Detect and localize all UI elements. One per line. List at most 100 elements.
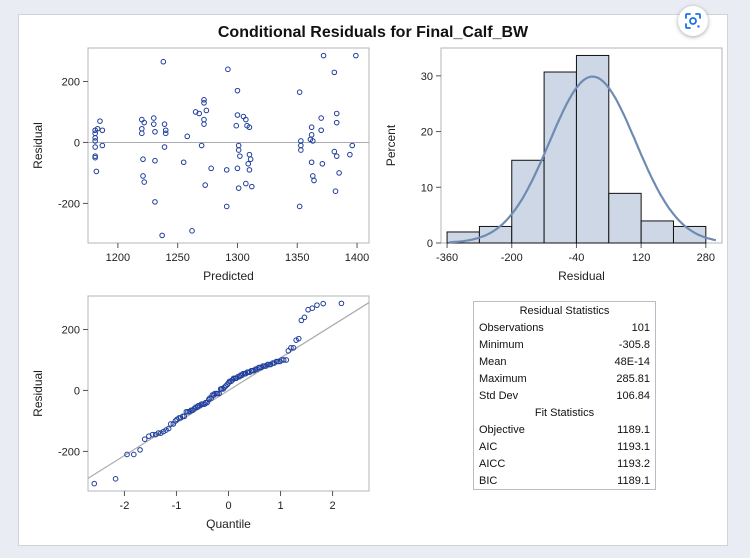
stats-row: Mean 48E-14 (474, 353, 656, 370)
residual-point (298, 142, 304, 149)
residual-point (296, 203, 303, 210)
residual-point (184, 133, 191, 140)
residual-point (201, 116, 207, 123)
x-axis-label: Quantile (206, 517, 251, 531)
stats-table: Residual Statistics Observations 101 Minimu… (473, 301, 656, 490)
residual-point (243, 180, 249, 187)
qq-point (186, 408, 193, 415)
qq-point (167, 421, 174, 427)
residual-point (141, 119, 147, 126)
qq-point (189, 407, 196, 414)
qq-point (149, 431, 156, 438)
residual-point (208, 165, 214, 172)
y-tick-label: -200 (58, 446, 80, 458)
x-tick-label: 1250 (165, 252, 189, 264)
stat-label: Observations (479, 321, 544, 334)
residual-point (150, 115, 157, 121)
qq-point (155, 430, 162, 436)
qq-point (165, 425, 172, 432)
stats-row: AICC 1193.2 (474, 455, 656, 472)
residual-point (203, 107, 210, 114)
qq-point (251, 367, 257, 374)
residual-point (161, 121, 168, 127)
residual-point (249, 183, 255, 190)
residual-point (152, 128, 158, 135)
qq-point (280, 357, 287, 363)
residual-point (296, 89, 303, 95)
residual-panel: Conditional Residuals for Final_Calf_BW … (18, 14, 728, 546)
residual-point (160, 58, 167, 65)
residual-point (333, 110, 340, 117)
residual-point (92, 144, 98, 150)
residual-point (92, 130, 98, 137)
residual-point (308, 124, 315, 131)
residual-point (331, 69, 338, 76)
qq-point (320, 300, 327, 307)
residual-point (234, 165, 241, 172)
residual-point (331, 148, 338, 155)
residual-point (223, 167, 230, 173)
residual-point (201, 121, 207, 127)
qq-point (130, 451, 137, 458)
qq-point (295, 335, 302, 342)
residual-point (150, 121, 157, 127)
residual-point (298, 147, 304, 153)
residual-point (201, 96, 207, 103)
qq-point (233, 375, 240, 382)
residual-point (349, 142, 356, 149)
qq-point (298, 317, 305, 324)
qq-point (263, 363, 269, 369)
residual-point (311, 177, 317, 184)
x-tick-label: -2 (120, 500, 130, 512)
residual-point (245, 160, 252, 167)
qq-point (290, 344, 297, 351)
y-tick-label: 200 (62, 77, 80, 89)
residual-point (246, 167, 253, 173)
histogram-bar (575, 54, 610, 244)
residual-point (234, 87, 241, 94)
histogram-bar (543, 71, 577, 244)
residual-point (97, 118, 103, 124)
residual-point (333, 153, 340, 159)
histogram-bar (608, 192, 642, 244)
x-tick-label: 1200 (106, 252, 130, 264)
residual-point (201, 100, 207, 106)
y-tick-label: 0 (74, 137, 80, 149)
stats-row: Observations 101 (474, 319, 656, 336)
x-axis-label: Residual (558, 269, 605, 283)
fit-stats-header: Fit Statistics (534, 406, 595, 419)
google-lens-icon (685, 13, 701, 29)
qq-point (91, 480, 98, 487)
scatter-frame (87, 47, 370, 244)
stat-label: BIC (479, 474, 498, 487)
x-tick-label: -360 (436, 252, 458, 264)
residual-vs-predicted-chart: 1200 1250 1300 1350 1400-2000200PredictedRes… (31, 47, 723, 531)
residual-point (92, 154, 98, 161)
residual-point (246, 124, 253, 131)
stat-label: AIC (479, 440, 498, 453)
residual-point (308, 132, 315, 138)
y-axis-label: Residual (31, 370, 45, 417)
x-axis-label: Predicted (203, 269, 254, 283)
y-tick-label: 10 (421, 182, 433, 194)
x-tick-label: -1 (172, 500, 182, 512)
y-tick-label: 200 (62, 325, 80, 337)
x-tick-label: -40 (568, 252, 584, 264)
lens-button[interactable] (678, 6, 708, 36)
qq-point (258, 364, 265, 371)
stats-row: Objective 1189.1 (474, 421, 656, 438)
stat-value: -305.8 (618, 338, 650, 351)
y-axis-label: Residual (31, 122, 45, 169)
qq-point (288, 344, 294, 351)
residual-point (198, 142, 205, 149)
residual-point (139, 125, 145, 132)
qq-point (141, 436, 148, 443)
residual-point (196, 110, 203, 117)
residual-point (161, 144, 168, 150)
qq-point (197, 402, 203, 409)
stat-label: Maximum (479, 372, 527, 385)
residual-point (235, 142, 242, 149)
histogram-bar (672, 225, 707, 244)
residual-point (332, 188, 339, 195)
x-tick-label: 280 (697, 252, 715, 264)
